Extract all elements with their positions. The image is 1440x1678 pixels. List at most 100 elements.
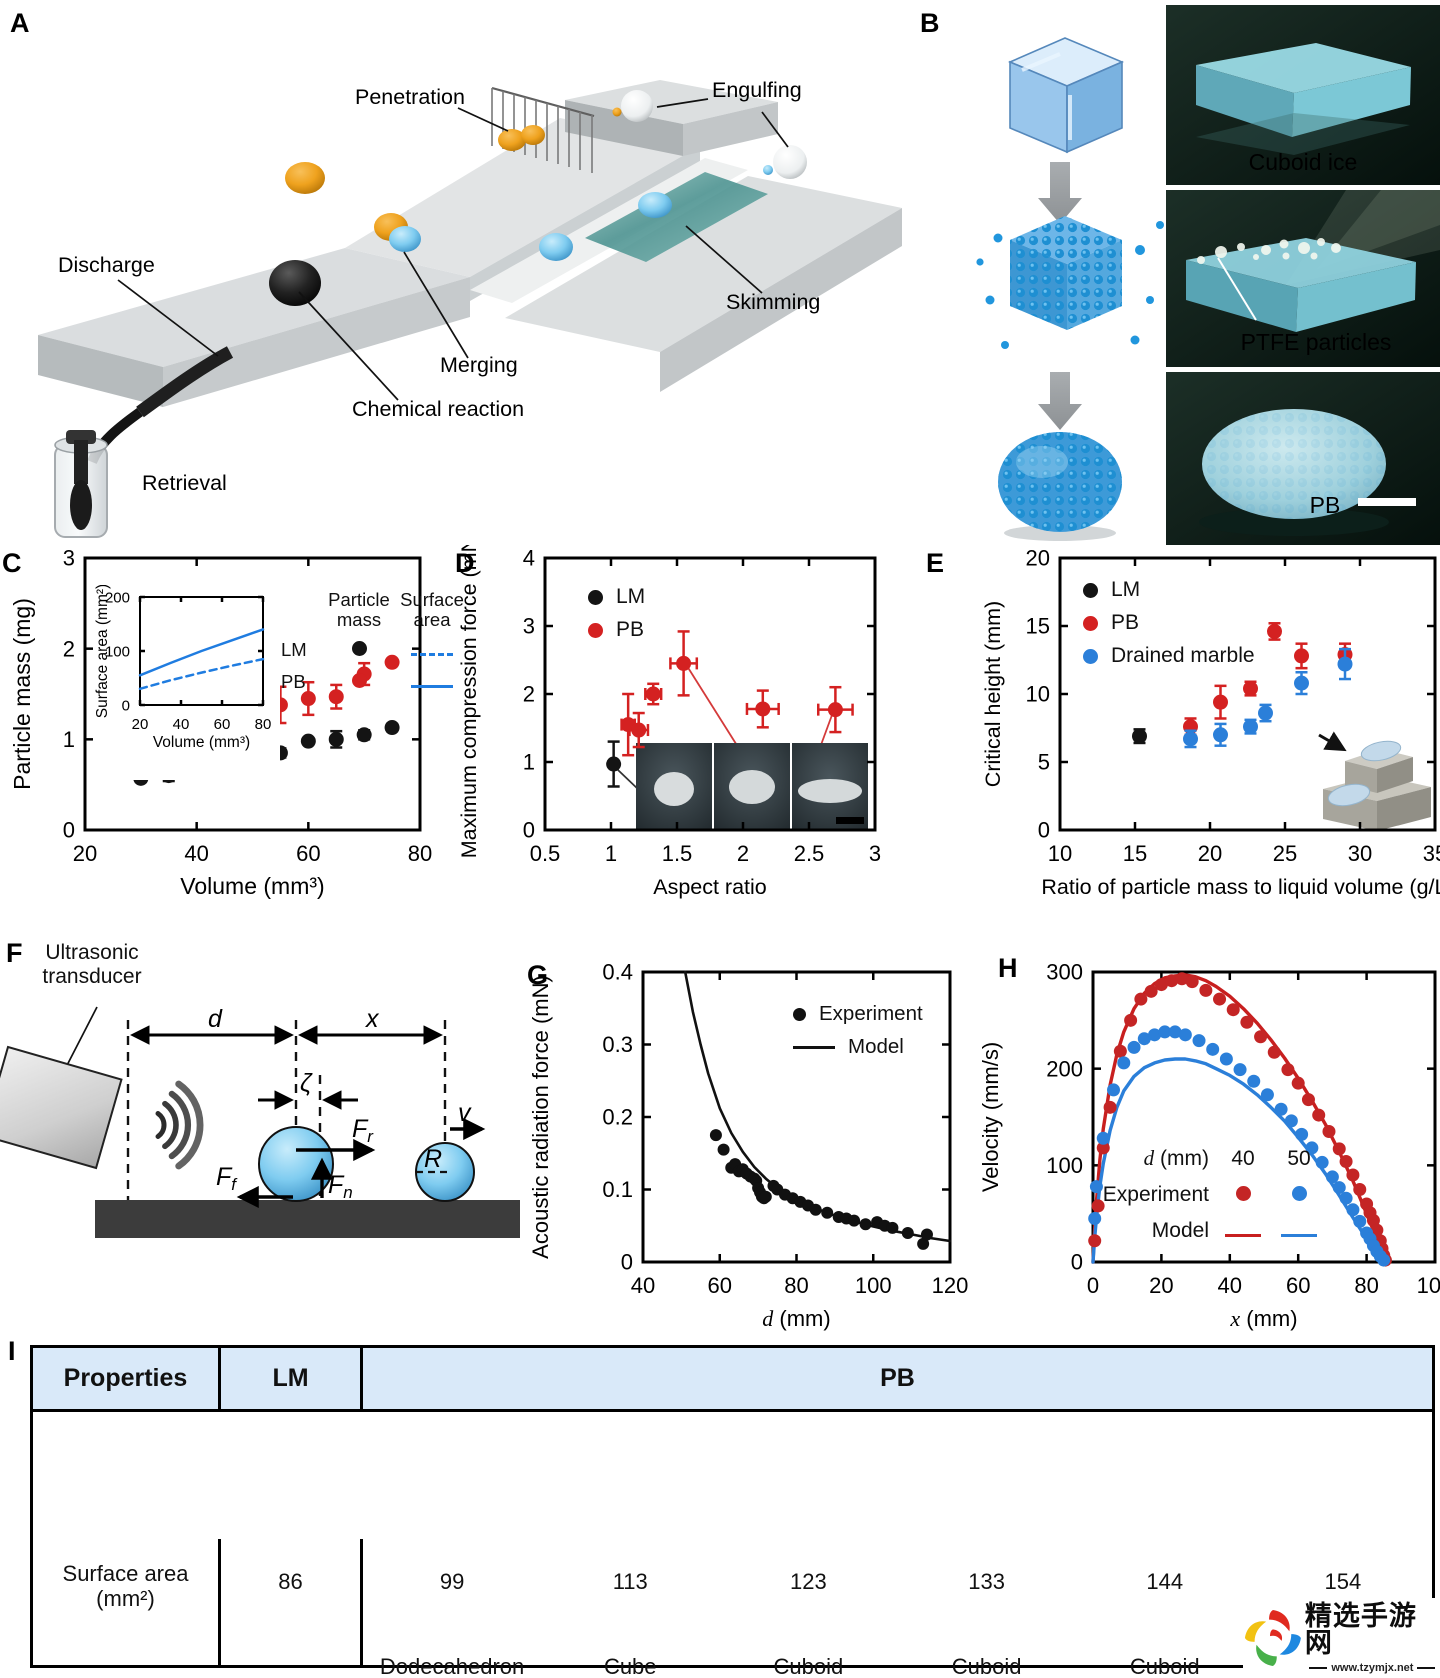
svg-text:Ratio of particle mass to liqu: Ratio of particle mass to liquid volume … — [1041, 875, 1440, 899]
svg-text:Maximum compression force (mN): Maximum compression force (mN) — [457, 545, 481, 858]
svg-text:80: 80 — [255, 716, 272, 733]
skimming-droplet — [638, 192, 672, 218]
svg-text:80: 80 — [1354, 1273, 1378, 1298]
pb-surface-area-1: 113 — [612, 1568, 648, 1594]
force-fn-label: Fn — [328, 1171, 353, 1202]
photo-label-cuboid-ice: Cuboid ice — [1249, 149, 1358, 175]
skimming-water — [585, 172, 768, 262]
down-arrow-1 — [1038, 162, 1082, 224]
legend-h-d-unit: (mm) — [1160, 1147, 1209, 1170]
svg-text:0: 0 — [122, 697, 130, 714]
d-inset-photos — [636, 743, 868, 831]
engulfing-droplet-2 — [773, 145, 807, 179]
pb-marker — [351, 673, 367, 689]
table-header-lm: LM — [221, 1348, 363, 1412]
legend-d-pb: PB — [616, 618, 645, 641]
legend-g: Experiment Model — [793, 1002, 923, 1068]
label-penetration: Penetration — [355, 85, 465, 109]
svg-text:30: 30 — [1348, 841, 1372, 866]
scale-bar-black — [836, 817, 864, 824]
svg-text:60: 60 — [214, 716, 231, 733]
panel-b-process: Cuboid ice PTFE particles PB — [976, 5, 1440, 545]
svg-text:35: 35 — [1423, 841, 1440, 866]
chemical-reaction-droplet — [269, 260, 321, 306]
svg-text:Velocity (mm/s): Velocity (mm/s) — [978, 1042, 1003, 1192]
svg-text:Critical height (mm): Critical height (mm) — [981, 601, 1005, 787]
dimension-arrows — [130, 1025, 443, 1110]
svg-text:60: 60 — [708, 1273, 732, 1298]
table-lm-cell: 86 - — [221, 1538, 363, 1665]
svg-text:20: 20 — [1026, 546, 1050, 571]
legend-h-model: Model — [1151, 1219, 1209, 1242]
svg-text:15: 15 — [1123, 841, 1147, 866]
pb-surface-area-5: 154 — [1324, 1568, 1362, 1594]
svg-text:40: 40 — [184, 841, 208, 866]
svg-text:20: 20 — [132, 716, 149, 733]
pb-col-cuboid-1: 123 Cuboid — [719, 1539, 897, 1678]
photo-label-ptfe: PTFE particles — [1241, 329, 1392, 355]
experiment-50-marker — [1291, 1186, 1307, 1201]
pb-col-cuboid-2: 133 Cuboid — [898, 1539, 1076, 1678]
panel-label-f: F — [6, 938, 23, 968]
panel-a-illustration: Penetration Engulfing Discharge Skimming… — [38, 78, 902, 538]
svg-text:1: 1 — [605, 841, 617, 866]
lm-surface-line-sample — [411, 653, 453, 657]
svg-text:80: 80 — [784, 1273, 808, 1298]
radius-label: R — [424, 1145, 442, 1173]
watermark-site-url: www.tzymjx.net — [1305, 1662, 1439, 1674]
svg-text:20: 20 — [1198, 841, 1222, 866]
svg-text:10: 10 — [1026, 682, 1050, 707]
svg-text:Aspect ratio: Aspect ratio — [653, 875, 767, 899]
model-line-sample — [793, 1045, 835, 1049]
chart-d-compression-force: 0.5 1 1.5 2 2.5 3 0 1 2 3 4 Aspect ratio Maximum com… — [457, 545, 881, 899]
zeta-label: ζ — [300, 1069, 313, 1097]
watermark-logo-icon — [1244, 1610, 1301, 1666]
svg-text:25: 25 — [1273, 841, 1297, 866]
chart-c-inset-surface-area: 20 40 60 80 0 100 200 Volume (mm³) Surface area … — [95, 585, 280, 780]
svg-text:100: 100 — [855, 1273, 892, 1298]
svg-text:200: 200 — [105, 589, 130, 606]
svg-text:3: 3 — [63, 546, 75, 571]
particle-ball-illustration — [998, 432, 1122, 541]
svg-text:1.5: 1.5 — [662, 841, 693, 866]
panel-label-a: A — [10, 8, 30, 38]
transducer-label: Ultrasonic transducer — [42, 941, 142, 988]
svg-text:d (mm): d (mm) — [762, 1306, 830, 1331]
legend-c-pb: PB — [281, 671, 306, 693]
table-row-labels: Surface area (mm²) Ice shape — [33, 1538, 221, 1665]
svg-text:Particle mass (mg): Particle mass (mg) — [9, 598, 35, 790]
legend-d: LM PB — [588, 585, 645, 651]
svg-text:40: 40 — [173, 716, 190, 733]
panel-label-c: C — [2, 548, 22, 578]
photo-pb: PB — [1166, 372, 1440, 545]
legend-h: d (mm) 40 50 Experiment Model — [1083, 1146, 1327, 1243]
legend-h-experiment: Experiment — [1102, 1183, 1209, 1206]
panel-label-e: E — [926, 548, 945, 578]
experiment-marker — [793, 1007, 806, 1021]
lm-marker — [1083, 582, 1098, 598]
pb-col-dodecahedron: 99 Dodecahedron — [363, 1539, 541, 1678]
drained-marble-marker — [1083, 648, 1098, 664]
label-skimming: Skimming — [726, 290, 820, 314]
pb-marker — [1083, 615, 1098, 631]
svg-text:200: 200 — [1046, 1056, 1083, 1081]
pb-shape-name-1: Cube — [603, 1653, 657, 1678]
svg-text:Volume (mm³): Volume (mm³) — [180, 873, 324, 899]
svg-text:0: 0 — [523, 818, 535, 843]
legend-c-col1: Particle mass — [328, 589, 390, 630]
pb-surface-area-0: 99 — [439, 1568, 465, 1594]
chart-e-critical-height: 10 15 20 25 30 35 0 5 10 15 20 Ratio of particle ma… — [981, 546, 1440, 899]
svg-text:20: 20 — [1149, 1273, 1173, 1298]
surface-area-row-label: Surface area (mm²) — [62, 1560, 189, 1611]
legend-e-lm: LM — [1111, 578, 1141, 601]
legend-h-40: 40 — [1231, 1146, 1255, 1170]
svg-text:0: 0 — [621, 1250, 633, 1275]
penetration-droplet — [498, 129, 526, 151]
svg-text:0: 0 — [1071, 1250, 1083, 1275]
svg-text:0.1: 0.1 — [602, 1177, 633, 1202]
svg-text:Surface area (mm²): Surface area (mm²) — [95, 585, 111, 718]
svg-text:2.5: 2.5 — [794, 841, 825, 866]
watermark: 精选手游网 www.tzymjx.net — [1243, 1598, 1440, 1678]
svg-text:60: 60 — [1286, 1273, 1310, 1298]
dim-x-label: x — [365, 1005, 380, 1033]
